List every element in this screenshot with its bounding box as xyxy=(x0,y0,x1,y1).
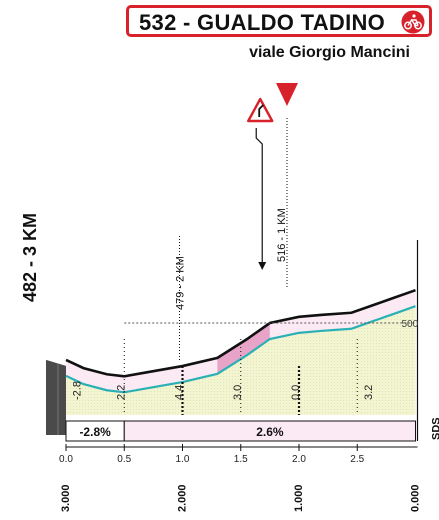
flamme-rouge-icon xyxy=(276,83,298,106)
turn-warning-icon xyxy=(248,99,272,121)
km-tick-label: 2.5 xyxy=(350,454,364,465)
route-turn-arrowhead xyxy=(258,262,266,270)
finish-banner: 532 - GUALDO TADINO xyxy=(126,5,432,37)
km-tick-label: 1.5 xyxy=(234,454,248,465)
route-turn-line xyxy=(256,128,262,268)
segment-gradient-label: 0.0 xyxy=(290,385,302,400)
km-marker-label: 516 - 1 KM xyxy=(276,208,288,262)
segment-gradient-label: 2.2 xyxy=(115,385,127,400)
start-wall xyxy=(46,360,66,435)
km-tick-label: 2.0 xyxy=(292,454,306,465)
road-label: SDS xyxy=(431,417,439,440)
segment-gradient-label: -2.8 xyxy=(72,381,84,400)
start-altitude-label: 482 - 3 KM xyxy=(20,213,40,302)
average-gradient-label: 2.6% xyxy=(256,425,284,439)
distance-to-finish-label: 3.000 xyxy=(60,484,72,512)
average-gradient-label: -2.8% xyxy=(79,425,111,439)
reference-altitude-label: 500 xyxy=(402,319,419,330)
finish-title: 532 - GUALDO TADINO xyxy=(139,10,385,36)
segment-gradient-label: 3.0 xyxy=(232,385,244,400)
distance-to-finish-label: 0.000 xyxy=(410,484,422,512)
distance-to-finish-label: 1.000 xyxy=(293,484,305,512)
finish-street: viale Giorgio Mancini xyxy=(0,44,410,62)
distance-to-finish-label: 2.000 xyxy=(177,484,189,512)
km-tick-label: 0.5 xyxy=(117,454,131,465)
km-tick-label: 0.0 xyxy=(59,454,73,465)
bicycle-finish-icon xyxy=(401,10,425,34)
segment-gradient-label: 3.2 xyxy=(363,385,375,400)
segment-gradient-label: 4.4 xyxy=(174,385,186,400)
km-marker-label: 479 - 2 KM xyxy=(175,256,187,310)
km-tick-label: 1.0 xyxy=(176,454,190,465)
